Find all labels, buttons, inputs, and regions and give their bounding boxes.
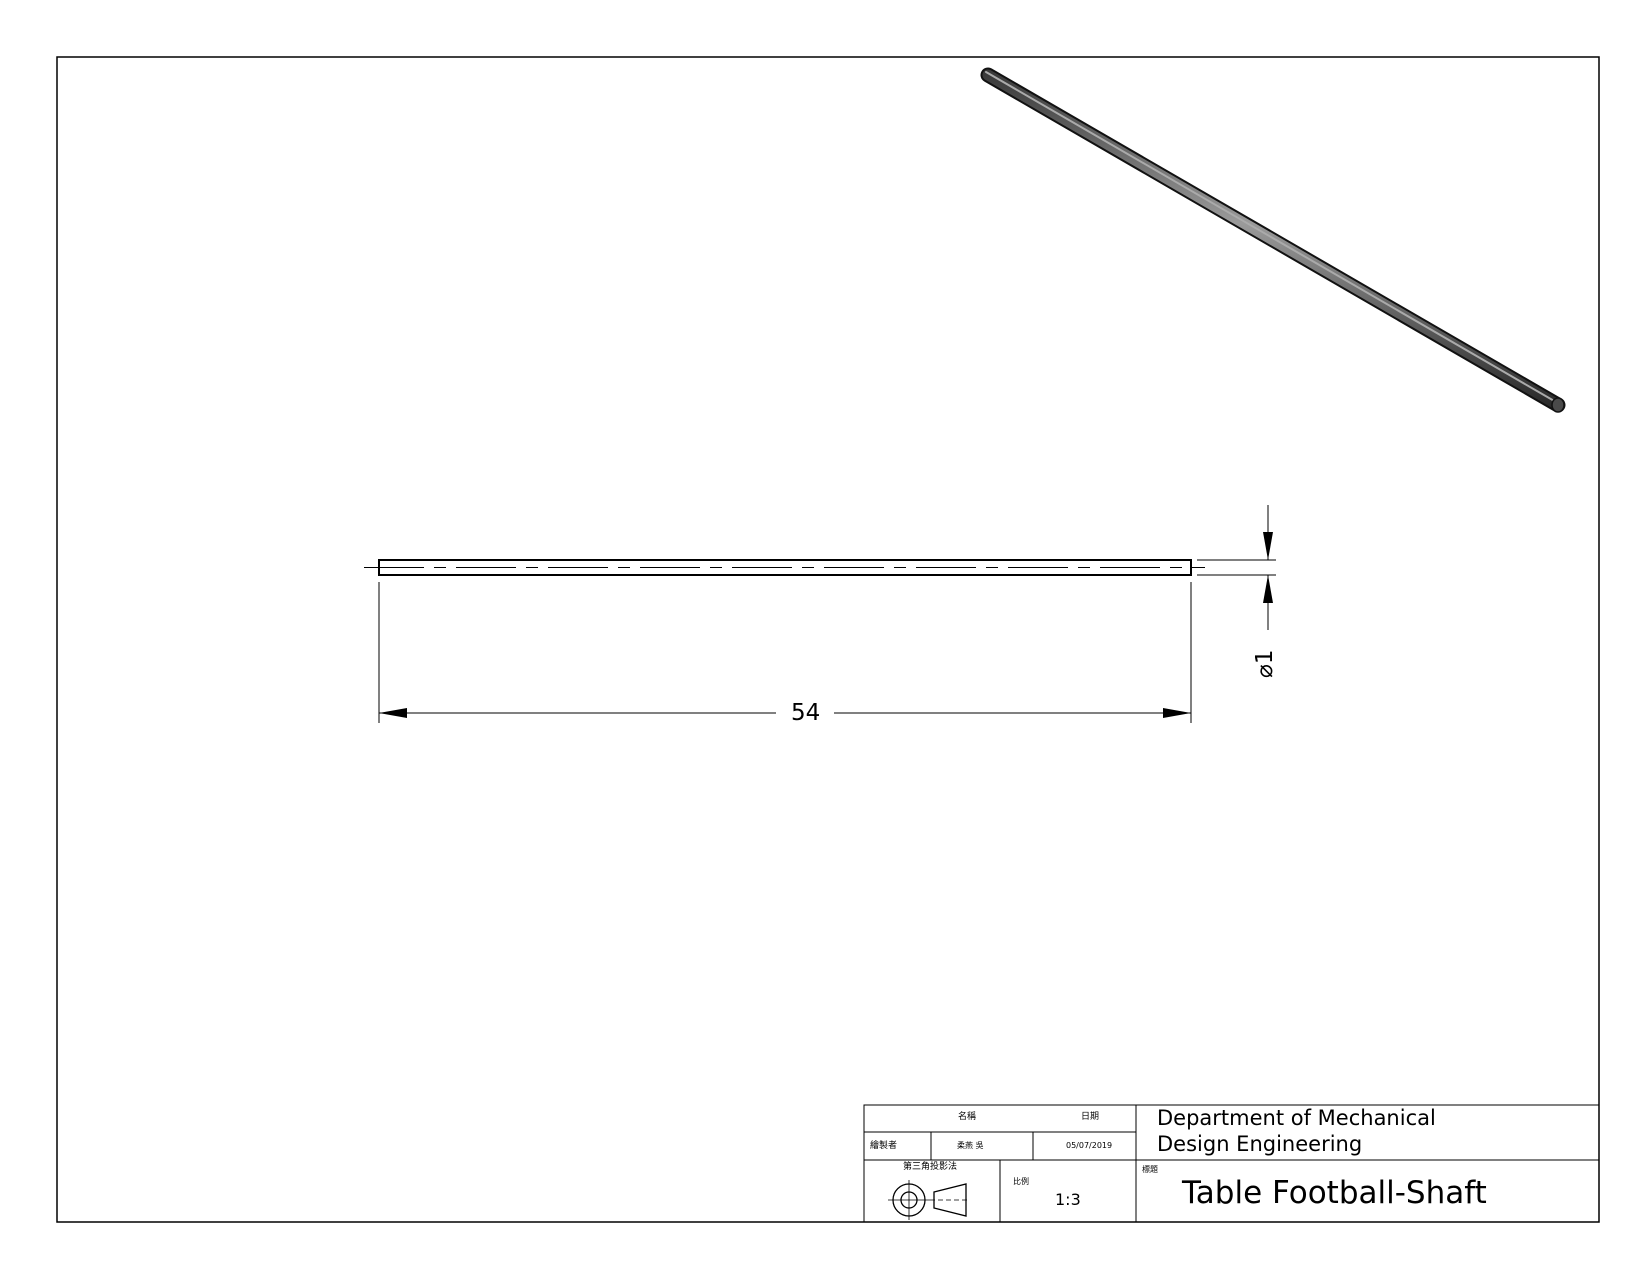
diameter-dimension-value: ⌀1 xyxy=(1252,649,1278,678)
drawn-by-name: 柔燕 吳 xyxy=(957,1141,984,1150)
name-header: 名稱 xyxy=(958,1112,977,1122)
department-line-1: Department of Mechanical xyxy=(1157,1106,1436,1130)
drawn-by-label: 繪製者 xyxy=(870,1141,898,1151)
date-header: 日期 xyxy=(1081,1112,1100,1122)
drawing-title: Table Football-Shaft xyxy=(1182,1175,1487,1211)
scale-label: 比例 xyxy=(1013,1177,1029,1186)
sheet-border xyxy=(56,56,1600,1223)
title-label: 標題 xyxy=(1142,1165,1158,1174)
isometric-rod-view xyxy=(980,67,1566,413)
third-angle-projection-icon xyxy=(888,1180,970,1220)
department-line-2: Design Engineering xyxy=(1157,1132,1363,1156)
projection-label: 第三角投影法 xyxy=(903,1162,958,1172)
length-dimension-value: 54 xyxy=(791,700,821,726)
title-block xyxy=(863,1104,1600,1223)
length-dimension xyxy=(378,582,1192,723)
front-view-shaft xyxy=(364,559,1205,576)
drawn-date: 05/07/2019 xyxy=(1066,1141,1113,1150)
diameter-dimension xyxy=(1197,505,1276,630)
scale-value: 1:3 xyxy=(1055,1190,1081,1209)
